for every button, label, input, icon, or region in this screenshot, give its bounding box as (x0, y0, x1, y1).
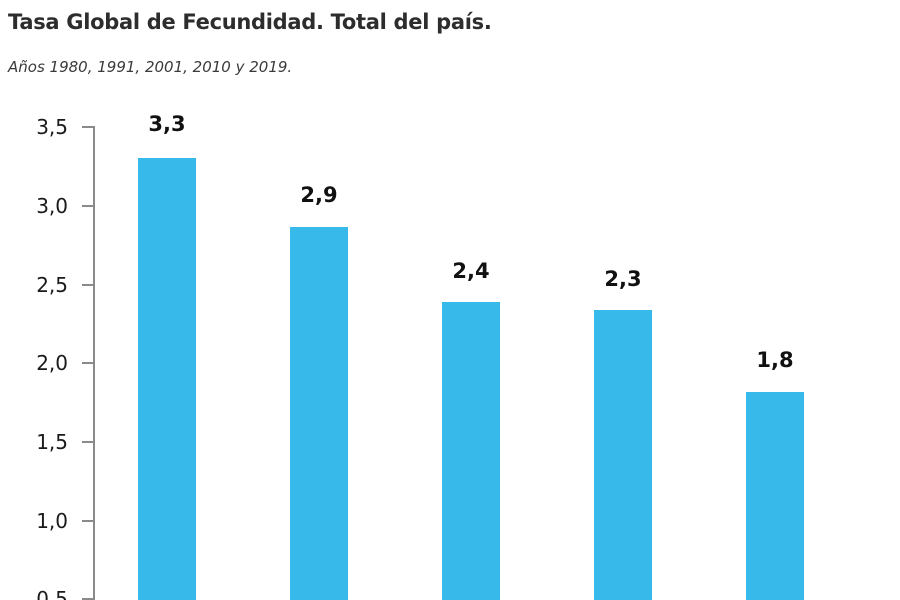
bar-1980 (138, 158, 196, 600)
bar-value-label: 2,9 (300, 183, 338, 207)
bar-value-label: 2,3 (604, 267, 642, 291)
bar-2001 (442, 302, 500, 600)
y-tick-label: 1,0 (36, 509, 68, 533)
bar-2010 (594, 310, 652, 600)
chart-title: Tasa Global de Fecundidad. Total del paí… (8, 10, 492, 34)
y-tick-label: 3,5 (36, 115, 68, 139)
y-tick (82, 520, 94, 522)
y-tick-label: 0,5 (36, 587, 68, 600)
y-tick-label: 2,5 (36, 273, 68, 297)
y-tick (82, 598, 94, 600)
y-tick-label: 2,0 (36, 351, 68, 375)
bar-value-label: 3,3 (148, 112, 186, 136)
chart-subtitle: Años 1980, 1991, 2001, 2010 y 2019. (8, 58, 293, 76)
y-tick (82, 205, 94, 207)
y-tick (82, 362, 94, 364)
bar-2019 (746, 392, 804, 600)
bar-value-label: 1,8 (756, 348, 794, 372)
y-tick-label: 3,0 (36, 194, 68, 218)
y-tick (82, 126, 94, 128)
bar-1991 (290, 227, 348, 600)
y-tick (82, 441, 94, 443)
y-tick-label: 1,5 (36, 430, 68, 454)
y-axis-line (93, 126, 95, 600)
bar-value-label: 2,4 (452, 259, 490, 283)
y-tick (82, 284, 94, 286)
